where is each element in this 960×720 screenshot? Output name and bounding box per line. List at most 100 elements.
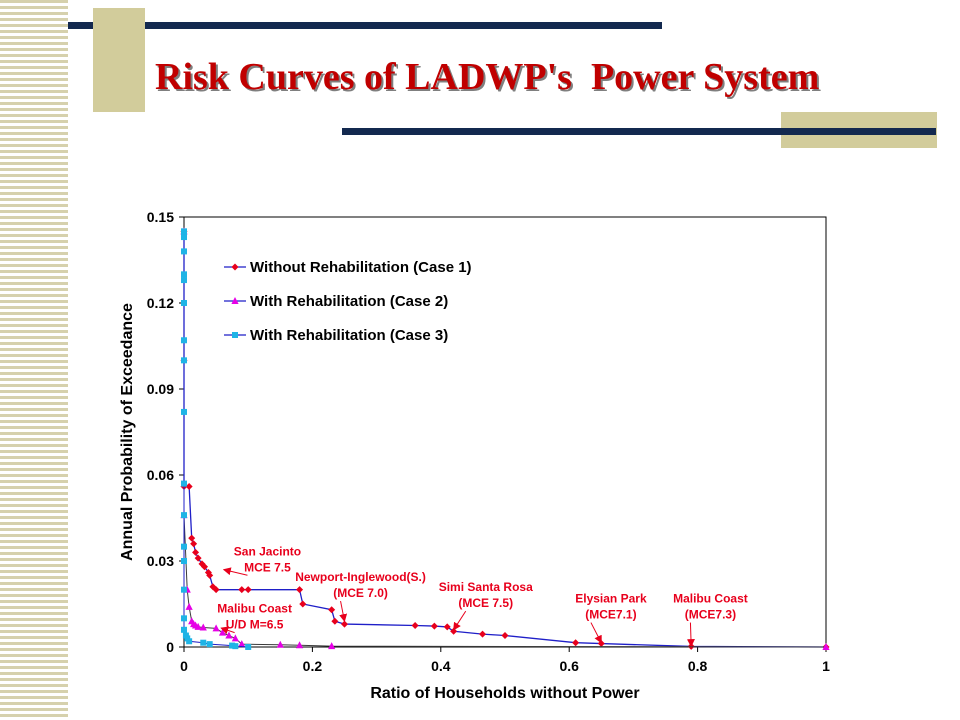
- x-tick-label: 1: [822, 658, 830, 674]
- series-1-point: [188, 534, 196, 542]
- annotation-2-arrow: [220, 626, 235, 635]
- x-tick-label: 0.8: [688, 658, 708, 674]
- y-tick-label: 0.03: [147, 553, 174, 569]
- series-1-point: [331, 617, 339, 625]
- series-1-point: [206, 571, 214, 579]
- legend-marker-1: [231, 263, 239, 271]
- annotation-3-arrow: [339, 600, 348, 623]
- left-stripe-decoration: [0, 0, 68, 720]
- series-3-point: [181, 408, 187, 415]
- series-3-point: [181, 277, 187, 284]
- annotation-3-text: Newport-Inglewood(S.): [295, 570, 426, 584]
- annotation-2-text: Malibu Coast: [217, 602, 292, 616]
- legend-marker-3: [232, 332, 238, 338]
- series-2-point: [199, 623, 207, 631]
- series-2-point: [212, 624, 220, 632]
- series-2-point: [185, 602, 193, 610]
- series-1-point: [597, 640, 605, 648]
- series-2-point: [238, 640, 246, 648]
- series-1-point: [479, 630, 487, 638]
- series-3-point: [181, 300, 187, 306]
- annotation-1-arrow: [222, 567, 248, 576]
- series-1-point: [411, 622, 419, 629]
- series-1-point: [190, 540, 198, 548]
- annotation-3-text: (MCE 7.0): [333, 586, 388, 600]
- annotation-6-arrow: [686, 622, 695, 648]
- series-1-point: [198, 560, 206, 568]
- series-2-point: [328, 642, 336, 650]
- series-3-point: [200, 639, 207, 646]
- series-2-point: [194, 622, 202, 630]
- series-3-point: [181, 512, 187, 519]
- legend-marker-2: [231, 297, 239, 304]
- series-3-point: [181, 615, 187, 622]
- series-3-point: [181, 480, 187, 487]
- series-1-point: [443, 623, 451, 631]
- series-3-point: [229, 642, 236, 649]
- annotation-1-text: San Jacinto: [234, 544, 301, 558]
- annotation-5-text: (MCE7.1): [585, 608, 636, 622]
- annotation-1-text: MCE 7.5: [244, 560, 291, 574]
- series-1-point: [194, 554, 202, 562]
- series-3-point: [206, 641, 213, 648]
- series-1-point: [299, 600, 307, 608]
- series-3-point: [181, 586, 187, 593]
- series-1-point: [572, 639, 580, 647]
- y-tick-label: 0.06: [147, 467, 174, 483]
- series-2-point: [822, 643, 830, 650]
- legend-label-1: Without Rehabilitation (Case 1): [250, 259, 472, 276]
- legend-label-2: With Rehabilitation (Case 2): [250, 293, 448, 310]
- x-tick-label: 0.6: [559, 658, 579, 674]
- series-3-point: [181, 357, 187, 364]
- x-axis-label: Ratio of Households without Power: [370, 685, 639, 702]
- series-1-point: [328, 606, 336, 614]
- series-3-point: [181, 228, 187, 235]
- series-3-point: [186, 638, 193, 645]
- annotation-2-text: U/D M=6.5: [226, 618, 284, 632]
- series-1-point: [192, 548, 200, 556]
- y-tick-label: 0.12: [147, 295, 174, 311]
- navy-bar-right: [342, 128, 936, 135]
- risk-curve-chart: 0 0.2 0.4 0.6 0.8 1 0 0.03 0.06 0.09 0.12 0.15 Ratio…: [119, 209, 830, 702]
- series-3-point: [181, 337, 187, 344]
- slide-title: Risk Curves of LADWP's Power System: [155, 56, 820, 98]
- series-3-point: [181, 558, 187, 564]
- series-3-point: [245, 644, 252, 650]
- annotation-5-text: Elysian Park: [575, 592, 647, 606]
- y-tick-label: 0.15: [147, 209, 174, 225]
- annotation-4-arrow: [453, 610, 467, 631]
- annotation-4-text: (MCE 7.5): [458, 596, 513, 610]
- series-3-point: [181, 248, 187, 255]
- series-1-point: [296, 586, 304, 594]
- series-1-point: [185, 482, 193, 490]
- series-line-3: [183, 231, 249, 648]
- annotation-4-text: Simi Santa Rosa: [439, 580, 533, 594]
- y-tick-label: 0: [166, 639, 174, 655]
- series-2-point: [225, 631, 233, 639]
- annotation-6-text: Malibu Coast: [673, 592, 748, 606]
- series-1-point: [244, 586, 252, 594]
- tan-block-top: [93, 8, 145, 112]
- series-1-point: [238, 586, 246, 594]
- series-1-point: [341, 620, 348, 628]
- series-1-point: [201, 563, 209, 571]
- series-1-point: [450, 627, 458, 635]
- series-3-point: [181, 626, 187, 633]
- annotation-5-arrow: [590, 622, 602, 644]
- series-3-point: [181, 234, 187, 241]
- y-axis-label: Annual Probability of Exceedance: [119, 303, 136, 561]
- x-tick-label: 0.2: [303, 658, 323, 674]
- series-2-point: [231, 634, 239, 642]
- series-1-point: [430, 622, 438, 630]
- x-tick-label: 0: [180, 658, 188, 674]
- series-1-point: [501, 632, 509, 640]
- annotation-6-text: (MCE7.3): [685, 608, 736, 622]
- legend-label-3: With Rehabilitation (Case 3): [250, 327, 448, 344]
- series-3-point: [181, 271, 187, 278]
- series-1-point: [212, 586, 220, 594]
- navy-bar-top: [68, 22, 662, 29]
- series-2-point: [276, 640, 284, 648]
- series-2-point: [295, 641, 304, 649]
- series-3-point: [181, 543, 187, 550]
- series-3-point: [232, 643, 239, 650]
